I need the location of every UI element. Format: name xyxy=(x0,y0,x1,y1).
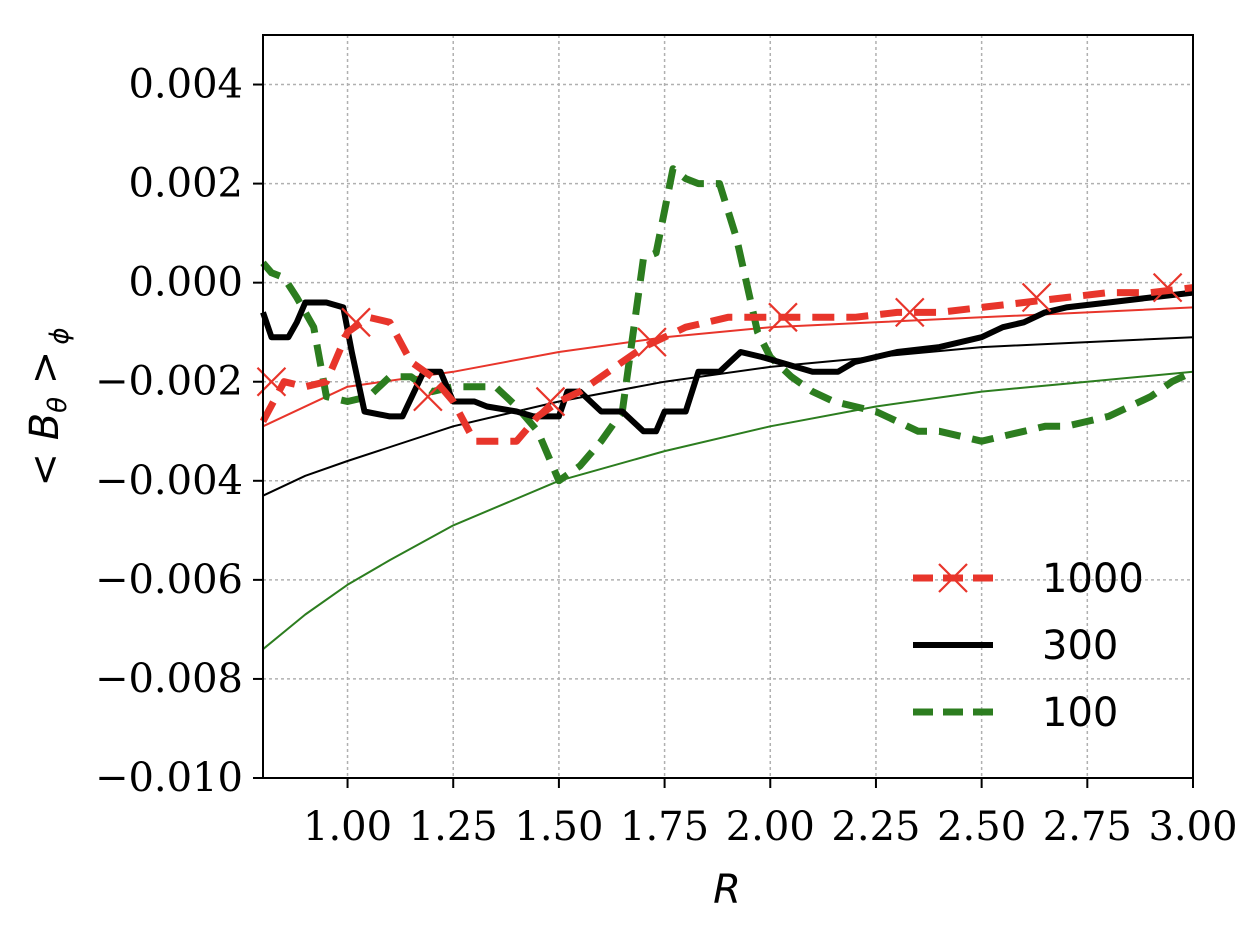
y-tick-label: 0.000 xyxy=(128,260,243,306)
x-tick-label: 3.00 xyxy=(1148,804,1237,850)
y-tick-label: −0.006 xyxy=(95,557,243,603)
legend-entry-1000: 1000 xyxy=(913,556,1144,602)
x-tick-label: 1.00 xyxy=(303,804,392,850)
y-tick-label: −0.002 xyxy=(95,359,243,405)
legend-label-300: 300 xyxy=(1042,623,1118,669)
y-tick-label: −0.010 xyxy=(95,755,243,801)
y-tick-label: −0.008 xyxy=(95,656,243,702)
reference-curve-4 xyxy=(262,336,1194,497)
legend-marker-1000 xyxy=(938,563,968,593)
x-tick-label: 2.25 xyxy=(831,804,920,850)
legend-label-1000: 1000 xyxy=(1042,556,1144,602)
x-axis-title: R xyxy=(713,867,741,913)
series-1000-marker xyxy=(768,302,798,333)
legend-label-100: 100 xyxy=(1042,690,1118,736)
x-axis-ticks: 1.00 1.25 1.50 1.75 2.00 2.25 2.50 2.75 3.00 xyxy=(303,778,1238,850)
y-tick-label: 0.004 xyxy=(128,62,243,108)
series-1000-marker xyxy=(637,327,667,357)
y-tick-label: 0.002 xyxy=(128,161,243,207)
plot-frame xyxy=(262,34,1194,779)
series-1000-marker xyxy=(413,381,443,412)
y-axis-title-sub2: ϕ xyxy=(45,328,75,345)
series-1000-marker xyxy=(1152,272,1183,303)
x-tick-label: 1.25 xyxy=(409,804,498,850)
legend-entry-300: 300 xyxy=(913,623,1118,669)
y-tick-label: −0.004 xyxy=(95,458,243,504)
series-100-line xyxy=(260,165,1195,485)
legend-entry-100: 100 xyxy=(913,690,1118,736)
series-1000-line xyxy=(259,284,1194,445)
x-tick-label: 2.75 xyxy=(1043,804,1132,850)
marker-stroke xyxy=(1152,272,1183,303)
data-series xyxy=(259,165,1195,485)
marker-stroke xyxy=(413,381,443,412)
series-1000-marker xyxy=(894,297,925,328)
y-axis-title: < Bθ > ϕ xyxy=(22,328,75,487)
series-1000-marker xyxy=(341,307,371,338)
x-tick-label: 2.50 xyxy=(937,804,1026,850)
marker-stroke xyxy=(938,563,968,593)
x-tick-label: 1.50 xyxy=(514,804,603,850)
reference-curve-5 xyxy=(262,370,1194,650)
series-markers xyxy=(256,272,1183,417)
marker-stroke xyxy=(535,386,566,417)
y-axis-title-tail: > xyxy=(22,351,68,397)
x-tick-label: 1.75 xyxy=(620,804,709,850)
x-tick-label: 2.00 xyxy=(726,804,815,850)
marker-stroke xyxy=(768,302,798,333)
marker-stroke xyxy=(894,297,925,328)
series-1000-marker xyxy=(1021,282,1052,313)
y-axis-title-sub: θ xyxy=(43,397,73,413)
series-300-line xyxy=(260,289,1194,435)
marker-stroke xyxy=(341,307,371,338)
y-axis-title-main: < B xyxy=(22,413,68,487)
series-1000-marker xyxy=(535,386,566,417)
legend: 1000 300 100 xyxy=(913,556,1144,736)
marker-stroke xyxy=(637,327,667,357)
y-axis-ticks: −0.010 −0.008 −0.006 −0.004 −0.002 0.000 0.002… xyxy=(95,62,263,801)
marker-stroke xyxy=(1021,282,1052,313)
